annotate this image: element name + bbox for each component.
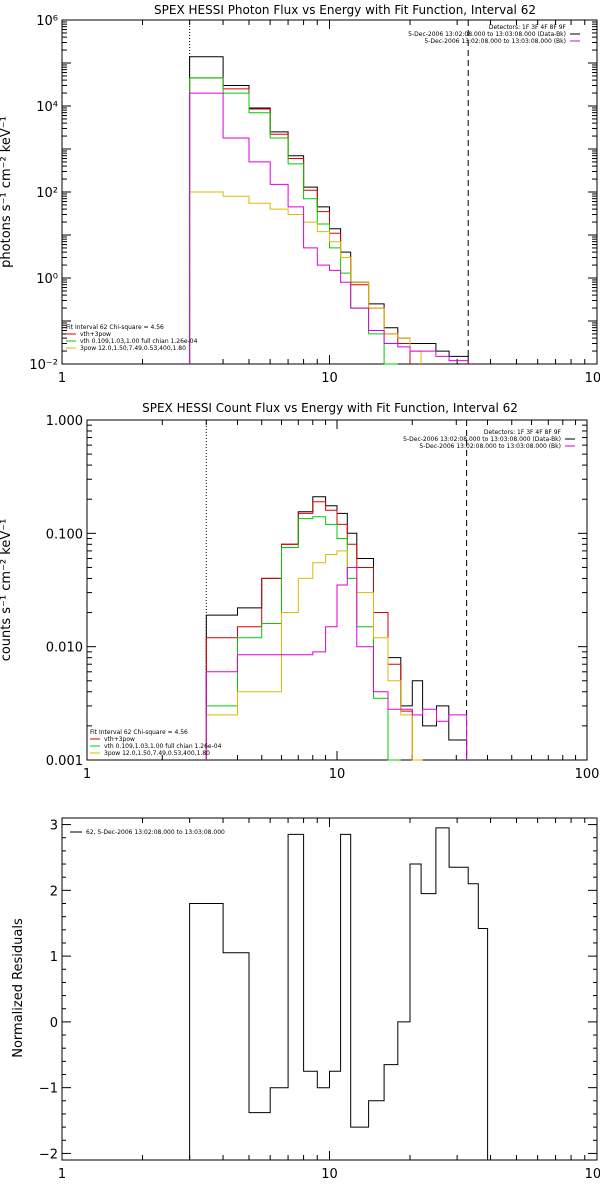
series-3pow xyxy=(205,550,423,761)
legend-bottomleft-text: 3pow 12.0,1.50,7.49,0.53,400,1.80 xyxy=(104,750,210,757)
series-vth xyxy=(189,77,398,365)
series-vth xyxy=(205,516,401,761)
x-tick-label: 1 xyxy=(58,371,66,386)
legend-topright-text: 5-Dec-2006 13:02:08.000 to 13:03:08.000 … xyxy=(424,38,566,45)
count-flux-ylabel: counts s⁻¹ cm⁻² keV⁻¹ xyxy=(0,519,14,662)
legend-bottomleft-text: vth+3pow xyxy=(80,331,111,338)
legend-bottomleft-text: vth+3pow xyxy=(104,736,135,743)
legend-topright-text: 5-Dec-2006 13:02:08.000 to 13:03:08.000 … xyxy=(403,436,561,443)
y-tick-label: 10⁰ xyxy=(36,272,58,287)
plot-frame xyxy=(61,817,598,1161)
x-tick-label: 10 xyxy=(321,1167,338,1182)
legend-bottomleft-text: Fit Interval 62 Chi-square = 4.56 xyxy=(90,729,188,736)
photon-flux-panel: SPEX HESSI Photon Flux vs Energy with Fi… xyxy=(0,3,600,386)
photon-flux-title: SPEX HESSI Photon Flux vs Energy with Fi… xyxy=(154,3,536,17)
legend-bottomleft-text: vth 0.109,1.03,1.00 full chian 1.26e-04 xyxy=(80,338,198,345)
y-tick-label: −1 xyxy=(39,1082,58,1097)
x-tick-label: 100 xyxy=(585,1167,600,1182)
plot-frame xyxy=(61,19,598,365)
y-tick-label: 0.010 xyxy=(46,641,83,656)
legend-topright-text: Detectors: 1F 3F 4F 8F 9F xyxy=(484,429,562,436)
legend-bottomleft-text: vth 0.109,1.03,1.00 full chian 1.26e-04 xyxy=(104,743,222,750)
series-62-5-dec-2006-13-02-08-000-to-13-03-08-000 xyxy=(189,827,489,1160)
x-tick-label: 1 xyxy=(83,767,91,782)
photon-flux-ylabel: photons s⁻¹ cm⁻² keV⁻¹ xyxy=(0,116,14,268)
x-tick-label: 100 xyxy=(585,371,600,386)
x-tick-label: 100 xyxy=(575,767,600,782)
series-bk xyxy=(205,567,468,760)
legend-topright-text: 5-Dec-2006 13:02:08.000 to 13:03:08.000 … xyxy=(408,31,566,38)
series-vth-3pow xyxy=(205,501,413,760)
y-tick-label: 3 xyxy=(50,819,58,834)
series-data-bk xyxy=(205,496,468,760)
legend-topright-text: Detectors: 1F 3F 4F 8F 9F xyxy=(489,24,567,31)
residuals-panel: Normalized Residuals 1 10 100 −2 −1 0 1 2 3 62, 5… xyxy=(11,817,600,1182)
legend-bottomleft-text: Fit Interval 62 Chi-square = 4.56 xyxy=(66,324,164,331)
y-tick-label: 10⁻² xyxy=(29,358,58,373)
legend-topright-text: 5-Dec-2006 13:02:08.000 to 13:03:08.000 … xyxy=(419,443,561,450)
y-tick-label: 10⁶ xyxy=(36,14,58,29)
y-tick-label: 1 xyxy=(50,950,58,965)
x-tick-label: 10 xyxy=(321,371,338,386)
x-tick-label: 10 xyxy=(329,767,346,782)
legend-bottomleft-text: 3pow 12.0,1.50,7.49,0.53,400,1.80 xyxy=(80,345,186,352)
legend-text: 62, 5-Dec-2006 13:02:08.000 to 13:03:08.… xyxy=(86,829,225,836)
y-tick-label: 0 xyxy=(50,1016,58,1031)
y-tick-label: 1.000 xyxy=(46,414,83,429)
series-bk xyxy=(189,92,469,364)
count-flux-title: SPEX HESSI Count Flux vs Energy with Fit… xyxy=(142,401,518,415)
x-tick-label: 1 xyxy=(58,1167,66,1182)
y-tick-label: 10⁴ xyxy=(36,100,58,115)
count-flux-panel: SPEX HESSI Count Flux vs Energy with Fit… xyxy=(0,401,599,782)
y-tick-label: 0.001 xyxy=(46,754,83,769)
residuals-ylabel: Normalized Residuals xyxy=(11,918,26,1058)
y-tick-label: −2 xyxy=(39,1147,58,1162)
y-tick-label: 2 xyxy=(50,884,58,899)
series-data-bk xyxy=(189,56,469,364)
y-tick-label: 10² xyxy=(36,186,58,201)
y-tick-label: 0.100 xyxy=(46,527,83,542)
series-3pow xyxy=(189,191,422,364)
